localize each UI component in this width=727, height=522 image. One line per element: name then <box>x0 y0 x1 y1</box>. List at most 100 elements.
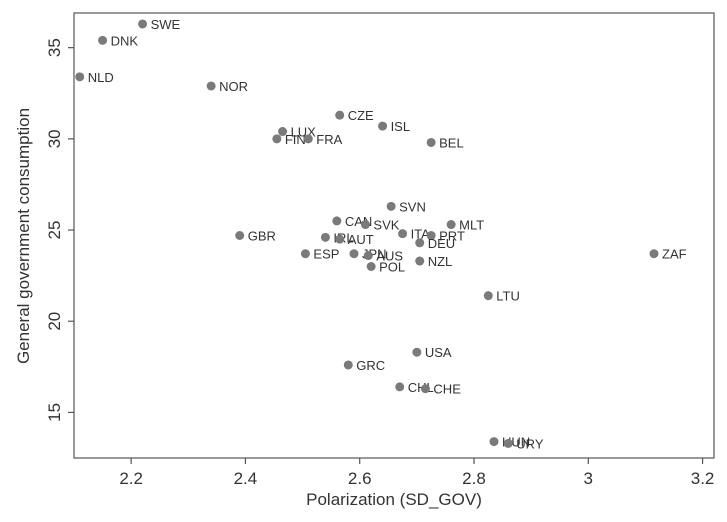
point-label: AUT <box>348 232 374 247</box>
point-marker <box>415 238 425 248</box>
point-label: CHE <box>433 382 461 397</box>
point-marker <box>278 127 288 137</box>
point-marker <box>489 437 499 447</box>
data-point-zaf: ZAF <box>649 247 687 262</box>
x-tick-label: 2.6 <box>348 469 372 488</box>
data-point-swe: SWE <box>138 17 181 32</box>
y-tick-label: 20 <box>45 312 64 331</box>
point-marker <box>138 19 148 29</box>
point-marker <box>320 232 330 242</box>
point-label: AUS <box>376 249 403 264</box>
plot-frame <box>73 12 715 459</box>
point-marker <box>415 256 425 266</box>
data-point-gbr: GBR <box>235 229 276 244</box>
point-marker <box>206 81 216 91</box>
data-point-pol: POL <box>366 260 405 275</box>
point-label: DEU <box>428 236 455 251</box>
point-marker <box>446 220 456 230</box>
point-marker <box>483 291 493 301</box>
point-marker <box>386 201 396 211</box>
x-tick-label: 3 <box>584 469 593 488</box>
point-label: CZE <box>348 108 374 123</box>
y-axis-title: General government consumption <box>14 108 33 364</box>
x-tick-label: 3.2 <box>691 469 715 488</box>
data-point-fra: FRA <box>303 132 343 147</box>
point-label: DNK <box>111 33 139 48</box>
point-marker <box>335 234 345 244</box>
point-label: SWE <box>151 17 181 32</box>
point-label: BEL <box>439 135 464 150</box>
point-marker <box>75 72 85 82</box>
data-point-cze: CZE <box>335 108 374 123</box>
point-marker <box>343 360 353 370</box>
data-point-nor: NOR <box>206 79 248 94</box>
point-label: CHL <box>408 380 434 395</box>
point-marker <box>349 249 359 259</box>
y-axis-ticks: 15 20 25 30 35 <box>45 38 74 422</box>
point-marker <box>272 134 282 144</box>
data-point-deu: DEU <box>415 236 455 251</box>
data-point-esp: ESP <box>300 247 339 262</box>
x-tick-label: 2.8 <box>462 469 486 488</box>
point-label: NZL <box>428 254 453 269</box>
point-marker <box>235 231 245 240</box>
data-point-dnk: DNK <box>98 33 138 48</box>
data-point-svk: SVK <box>360 218 400 233</box>
data-point-che: CHE <box>420 382 461 397</box>
point-label: MLT <box>459 218 484 233</box>
point-label: PRT <box>439 229 465 244</box>
point-marker <box>426 231 436 240</box>
point-label: GRC <box>356 358 385 373</box>
point-marker <box>398 229 408 239</box>
point-marker <box>378 121 388 131</box>
data-point-ury: URY <box>503 436 544 451</box>
point-marker <box>426 137 436 147</box>
point-marker <box>335 110 345 120</box>
point-label: POL <box>379 260 405 275</box>
point-label: FIN <box>285 132 306 147</box>
point-marker <box>303 134 313 144</box>
x-axis-title: Polarization (SD_GOV) <box>306 490 482 509</box>
point-marker <box>98 35 108 45</box>
y-tick-label: 35 <box>45 38 64 57</box>
point-marker <box>503 438 513 448</box>
point-marker <box>366 262 376 272</box>
data-point-usa: USA <box>412 345 452 360</box>
y-tick-label: 30 <box>45 129 64 148</box>
point-label: ESP <box>313 247 339 262</box>
data-point-mlt: MLT <box>446 218 484 233</box>
data-point-fin: FIN <box>272 132 306 147</box>
data-point-ita: ITA <box>398 227 430 242</box>
y-tick-label: 25 <box>45 221 64 240</box>
point-label: ISL <box>391 119 411 134</box>
point-label: LTU <box>496 289 520 304</box>
point-marker <box>332 216 342 226</box>
data-point-svn: SVN <box>386 199 426 214</box>
point-label: SVK <box>373 218 399 233</box>
point-label: URY <box>516 436 544 451</box>
x-tick-label: 2.4 <box>234 469 258 488</box>
point-marker <box>395 382 405 392</box>
point-label: USA <box>425 345 452 360</box>
data-point-nld: NLD <box>75 70 114 85</box>
point-label: GBR <box>248 229 276 244</box>
point-label: NLD <box>88 70 114 85</box>
point-marker <box>300 249 310 259</box>
y-tick-label: 15 <box>45 403 64 422</box>
x-axis-ticks: 2.2 2.4 2.6 2.8 3 3.2 <box>119 458 714 488</box>
data-point-bel: BEL <box>426 135 464 150</box>
point-label: FRA <box>316 132 342 147</box>
data-point-aus: AUS <box>363 249 403 264</box>
point-marker <box>420 384 430 394</box>
x-tick-label: 2.2 <box>119 469 143 488</box>
point-label: NOR <box>219 79 248 94</box>
data-point-grc: GRC <box>343 358 385 373</box>
point-label: SVN <box>399 199 426 214</box>
point-marker <box>412 347 422 357</box>
point-marker <box>360 220 370 230</box>
data-point-ltu: LTU <box>483 289 520 304</box>
point-label: ITA <box>411 227 431 242</box>
data-point-prt: PRT <box>426 229 465 244</box>
